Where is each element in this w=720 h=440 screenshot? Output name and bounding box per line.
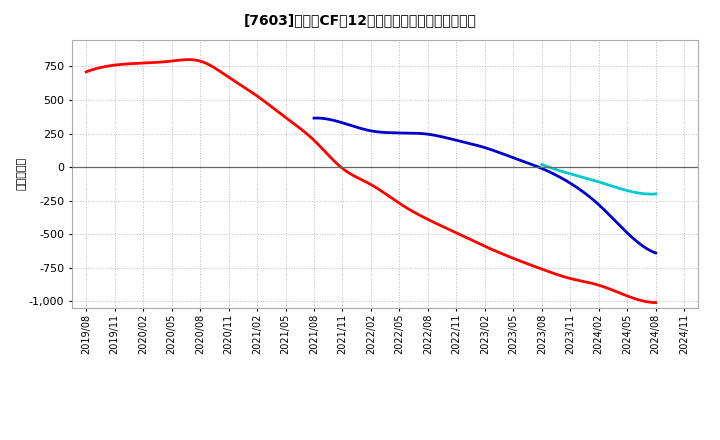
Legend: 3年, 5年, 7年, 10年: 3年, 5年, 7年, 10年	[233, 435, 538, 440]
Text: [7603]　営業CFだ12か月移動合計の平均値の推移: [7603] 営業CFだ12か月移動合計の平均値の推移	[243, 13, 477, 27]
Y-axis label: （百万円）: （百万円）	[16, 157, 26, 191]
